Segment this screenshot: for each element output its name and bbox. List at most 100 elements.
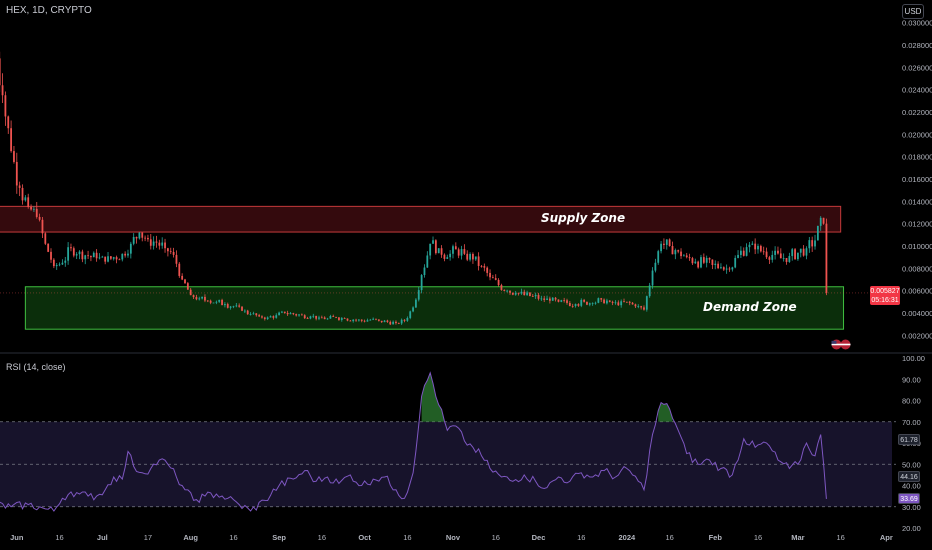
candle (491, 274, 494, 279)
candle (10, 120, 13, 153)
candle-body (623, 301, 625, 303)
price-tick-label: 0.028000 (902, 41, 932, 50)
price-panel (0, 51, 872, 330)
candle-body (546, 298, 548, 300)
candle-body (563, 300, 566, 302)
candle (802, 245, 805, 257)
candle-body (671, 246, 674, 255)
candle (67, 242, 70, 265)
candle-body (432, 240, 434, 244)
currency-button[interactable]: USD (902, 4, 924, 19)
candle-body (172, 252, 175, 255)
candle (694, 258, 697, 264)
candle (18, 181, 21, 197)
candle-body (206, 300, 209, 302)
candle (226, 302, 229, 309)
candle-body (816, 225, 819, 241)
candle-body (429, 243, 432, 256)
candle-body (395, 321, 397, 324)
candle (212, 302, 215, 304)
candle (283, 311, 286, 314)
x-tick-label: 16 (318, 533, 326, 542)
candle (340, 317, 343, 322)
candle (181, 273, 184, 281)
candle (748, 241, 751, 253)
candle-body (409, 311, 412, 318)
candle-body (366, 320, 369, 322)
candle-body (791, 249, 794, 257)
candle (389, 320, 392, 326)
candle (161, 237, 164, 249)
price-tick-label: 0.006000 (902, 287, 932, 296)
candle-body (144, 237, 146, 239)
candle-body (426, 255, 429, 268)
price-tick-label: 0.014000 (902, 197, 932, 206)
candle (523, 289, 526, 296)
candle (149, 233, 152, 250)
candle (511, 292, 514, 296)
candle (688, 253, 691, 261)
candle (47, 243, 50, 253)
candle-body (711, 259, 714, 265)
candle-body (263, 317, 266, 319)
candle (281, 310, 283, 314)
candle-body (802, 248, 805, 256)
x-tick-label: 16 (229, 533, 237, 542)
candle-body (443, 254, 446, 259)
candle-body (232, 306, 235, 308)
flag-icon[interactable] (831, 339, 851, 350)
candle (628, 300, 631, 306)
candle-body (571, 305, 574, 307)
price-tick-label: 0.020000 (902, 130, 932, 139)
candle (811, 236, 814, 252)
candle-body (549, 298, 551, 301)
candle-body (312, 315, 315, 317)
candle-body (720, 267, 722, 269)
candle-body (129, 243, 132, 254)
rsi-overbought-fill (658, 402, 673, 422)
candle (705, 255, 708, 268)
candle-body (55, 265, 58, 267)
price-tick-label: 0.010000 (902, 242, 932, 251)
candle (81, 249, 84, 263)
x-tick-label: 16 (403, 533, 411, 542)
candle-body (118, 259, 121, 261)
candle-body (243, 310, 246, 312)
candle-body (540, 298, 543, 300)
candle (38, 213, 41, 222)
candle-body (523, 291, 526, 296)
candle (819, 216, 822, 231)
candle-body (252, 313, 255, 315)
candle (275, 313, 278, 319)
candle (449, 250, 452, 261)
candle-body (90, 256, 92, 258)
candle (309, 315, 312, 320)
candle-body (503, 289, 506, 291)
candle (537, 292, 540, 301)
candle (577, 303, 580, 307)
candle (631, 302, 634, 305)
candle (657, 249, 660, 265)
candle (292, 312, 295, 316)
candle-body (132, 236, 135, 244)
candle-body (298, 314, 300, 316)
candle (50, 248, 52, 263)
candle (745, 243, 748, 257)
candle-body (734, 257, 737, 268)
x-tick-label: Nov (446, 533, 461, 542)
candle (218, 299, 221, 303)
candle (107, 251, 109, 263)
candle (141, 232, 144, 242)
x-tick-label: Oct (358, 533, 371, 542)
candle (472, 252, 474, 264)
candle (623, 298, 625, 303)
candle (1, 73, 4, 103)
candle (702, 253, 705, 265)
candle (625, 301, 628, 303)
candle (785, 257, 788, 265)
candle-body (560, 300, 563, 302)
rsi-line (0, 371, 827, 512)
candle (289, 311, 292, 315)
candle-body (597, 298, 600, 303)
